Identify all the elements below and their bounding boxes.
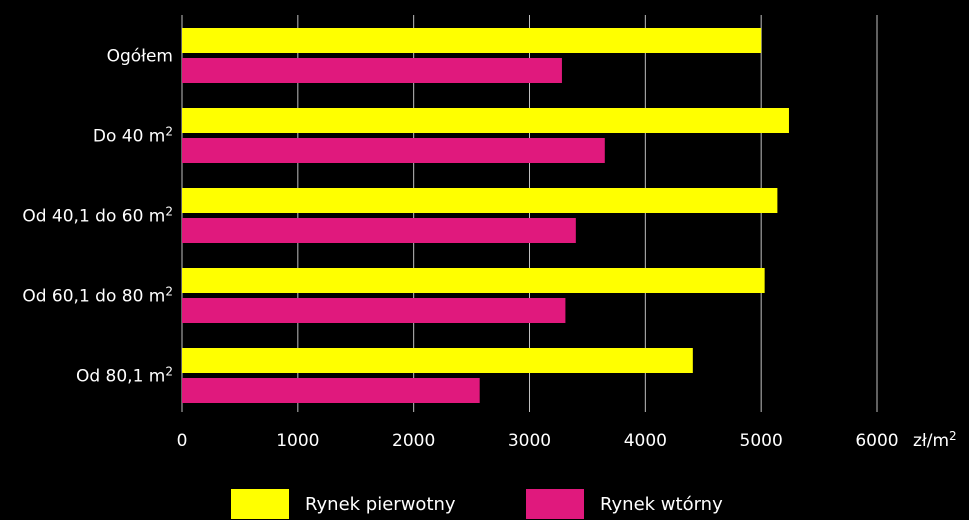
bar-rynek-wtorny-ogolem	[182, 58, 562, 83]
x-tick-label: 5000	[740, 431, 783, 451]
category-label-main: Do 40 m	[93, 127, 166, 147]
x-tick-labels: 0 1000 2000 3000 4000 5000 6000	[177, 431, 899, 451]
legend-label-rynek-wtorny: Rynek wtórny	[600, 493, 723, 515]
legend-swatch-rynek-pierwotny	[231, 489, 289, 519]
x-unit-label: zł/m2	[913, 429, 957, 451]
x-tick-label: 6000	[855, 431, 898, 451]
x-tick-label: 2000	[392, 431, 435, 451]
bar-rynek-pierwotny-ogolem	[182, 28, 762, 53]
category-label-main: Od 60,1 do 80 m	[22, 287, 165, 307]
bar-rynek-pierwotny-od-80-1-m2	[182, 348, 693, 373]
bars	[182, 28, 789, 403]
bar-rynek-wtorny-od-40-1-do-60-m2	[182, 218, 576, 243]
category-label-od-40-1-do-60-m2: Od 40,1 do 60 m2	[22, 205, 173, 227]
category-label-od-60-1-do-80-m2: Od 60,1 do 80 m2	[22, 285, 173, 307]
x-unit-superscript: 2	[949, 429, 957, 443]
x-tick-label: 1000	[276, 431, 319, 451]
category-label-od-80-1-m2: Od 80,1 m2	[76, 365, 173, 387]
x-tick-label: 0	[177, 431, 188, 451]
legend-swatch-rynek-wtorny	[526, 489, 584, 519]
category-label-main: Ogółem	[107, 47, 173, 67]
bar-rynek-wtorny-do-40-m2	[182, 138, 605, 163]
category-label-do-40-m2: Do 40 m2	[93, 125, 173, 147]
legend-label-rynek-pierwotny: Rynek pierwotny	[305, 493, 456, 515]
bar-rynek-wtorny-od-60-1-do-80-m2	[182, 298, 566, 323]
category-label-superscript: 2	[165, 205, 173, 219]
bar-rynek-wtorny-od-80-1-m2	[182, 378, 480, 403]
category-label-main: Od 80,1 m	[76, 367, 165, 387]
bar-rynek-pierwotny-od-40-1-do-60-m2	[182, 188, 778, 213]
legend-item-rynek-wtorny: Rynek wtórny	[526, 489, 723, 519]
bar-rynek-pierwotny-do-40-m2	[182, 108, 789, 133]
category-label-ogolem: Ogółem	[107, 47, 173, 67]
category-label-main: Od 40,1 do 60 m	[22, 207, 165, 227]
legend: Rynek pierwotny Rynek wtórny	[0, 489, 969, 519]
legend-item-rynek-pierwotny: Rynek pierwotny	[231, 489, 456, 519]
category-label-superscript: 2	[165, 125, 173, 139]
category-label-superscript: 2	[165, 285, 173, 299]
x-unit-main: zł/m	[913, 431, 949, 451]
bar-rynek-pierwotny-od-60-1-do-80-m2	[182, 268, 765, 293]
x-tick-label: 4000	[624, 431, 667, 451]
x-tick-label: 3000	[508, 431, 551, 451]
category-label-superscript: 2	[165, 365, 173, 379]
